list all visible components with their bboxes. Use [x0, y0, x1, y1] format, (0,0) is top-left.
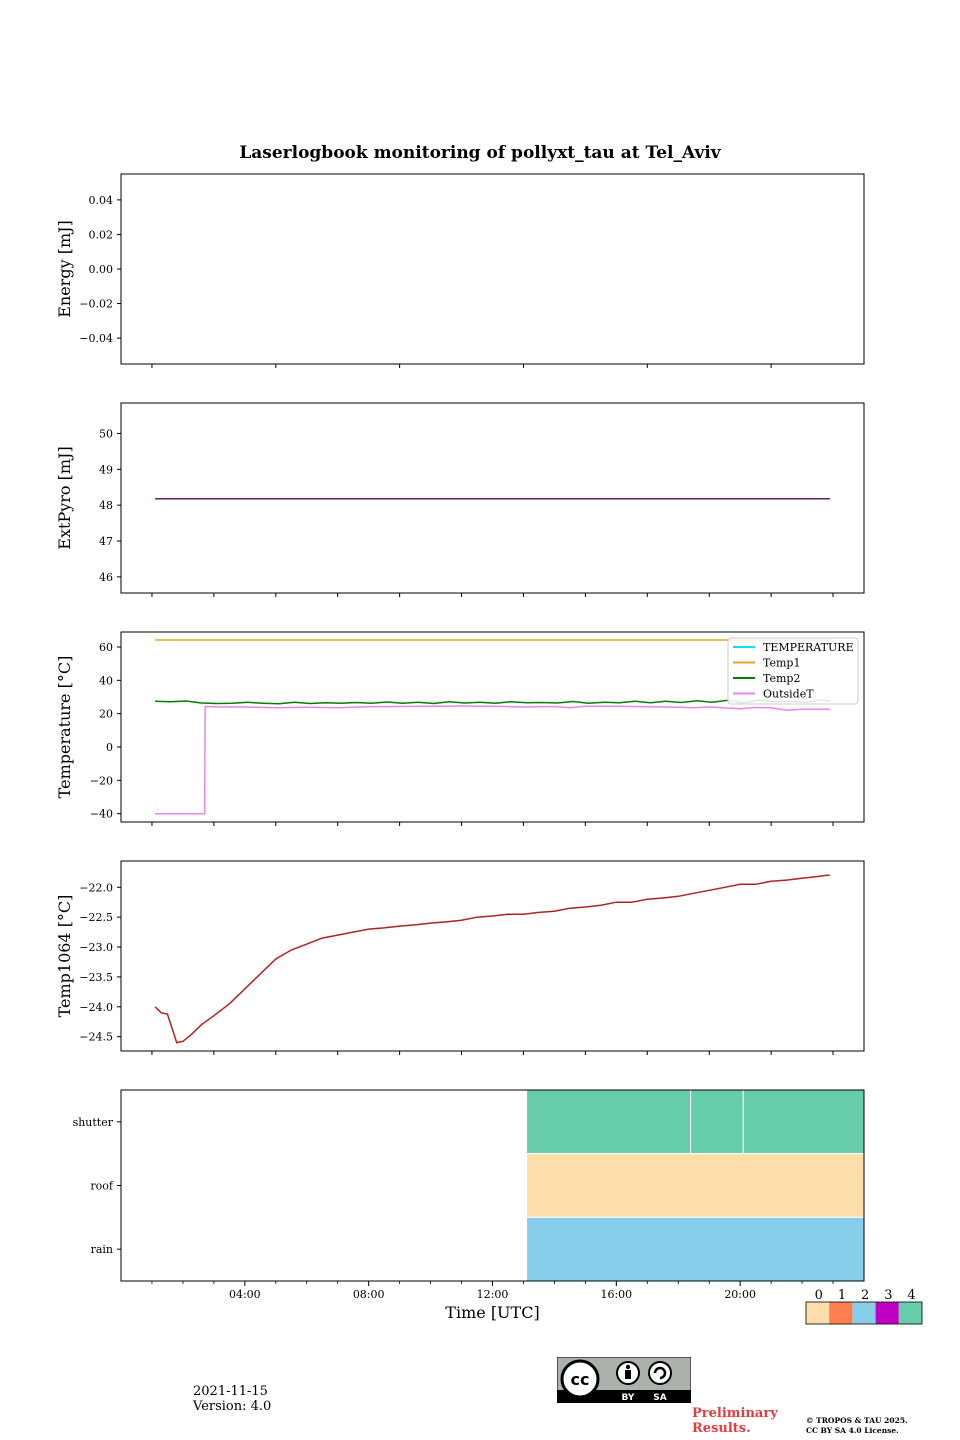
colorbar-swatch-1 — [829, 1302, 853, 1324]
ytick-label: 0.02 — [89, 228, 114, 241]
ytick-label: 0 — [106, 741, 113, 754]
panel-extpyro: 50 49 48 47 46 ExtPyro [mJ] — [55, 402, 865, 597]
status-cell-shutter — [690, 1089, 744, 1155]
axes-frame — [120, 173, 865, 365]
ytick-label: −23.5 — [79, 971, 113, 984]
colorbar-label: 4 — [907, 1288, 915, 1303]
axes-frame — [120, 402, 865, 594]
share-alike-icon — [648, 1361, 672, 1385]
panels: 0.04 0.02 0.00 −0.02 −0.04 Energy [mJ] 50 49 48 4… — [55, 173, 865, 1322]
colorbar-swatch-4 — [898, 1302, 922, 1324]
ytick-label: −0.04 — [79, 332, 113, 345]
date-version-block: 2021-11-15 Version: 4.0 — [193, 1384, 271, 1414]
axes-frame — [120, 631, 865, 823]
ytick-label: 60 — [99, 641, 113, 654]
ytick-label: −24.0 — [79, 1001, 113, 1014]
cc-label: cc — [571, 1370, 590, 1389]
xtick-label: 08:00 — [353, 1288, 385, 1301]
legend: TEMPERATURE Temp1 Temp2 OutsideT — [727, 637, 859, 705]
series-line-temp1064 — [154, 874, 830, 1044]
colorbar-swatch-2 — [852, 1302, 876, 1324]
ytick-label: 48 — [99, 499, 113, 512]
copyright-line-1: © TROPOS & TAU 2025. — [806, 1416, 908, 1425]
ylabel-extpyro: ExtPyro [mJ] — [55, 446, 74, 549]
colorbar-label: 3 — [884, 1288, 892, 1303]
xtick-label: 12:00 — [477, 1288, 509, 1301]
status-cell-rain — [526, 1216, 865, 1282]
ytick-label: 50 — [99, 427, 113, 440]
status-cell-shutter — [742, 1089, 865, 1155]
xtick-label: 20:00 — [724, 1288, 756, 1301]
version-label: Version: 4.0 — [193, 1399, 272, 1414]
copyright-line-2: CC BY SA 4.0 License. — [806, 1426, 899, 1435]
ytick-label: −22.5 — [79, 911, 113, 924]
ytick-label: 47 — [99, 535, 113, 548]
sa-label: SA — [653, 1393, 666, 1403]
row-label-roof: roof — [90, 1180, 114, 1193]
ytick-label: −23.0 — [79, 941, 113, 954]
row-label-shutter: shutter — [73, 1116, 114, 1129]
legend-entry: Temp2 — [763, 672, 800, 685]
ytick-label: −40 — [90, 808, 113, 821]
copyright-block: © TROPOS & TAU 2025. CC BY SA 4.0 Licens… — [806, 1416, 908, 1436]
preliminary-results-label: Preliminary Results. — [692, 1406, 778, 1436]
ytick-label: 0.00 — [89, 263, 114, 276]
series-line-outsidet — [155, 705, 830, 815]
colorbar-swatch-3 — [875, 1302, 899, 1324]
ytick-label: 46 — [99, 571, 113, 584]
axes-frame — [120, 860, 865, 1052]
cc-by-sa-badge: cc BY SA — [557, 1357, 691, 1403]
status-cell-roof — [526, 1153, 865, 1218]
ylabel-temp1064: Temp1064 [°C] — [55, 895, 74, 1018]
colorbar-frame — [805, 1301, 923, 1325]
panel-energy: 0.04 0.02 0.00 −0.02 −0.04 Energy [mJ] — [55, 173, 865, 368]
by-label: BY — [622, 1393, 635, 1403]
axes-frame — [120, 1089, 865, 1282]
ytick-label: 20 — [99, 708, 113, 721]
date-label: 2021-11-15 — [193, 1384, 268, 1399]
colorbar-label: 0 — [815, 1288, 823, 1303]
legend-entry: OutsideT — [763, 688, 814, 701]
preliminary-line-1: Preliminary — [692, 1406, 778, 1421]
ytick-label: −20 — [90, 774, 113, 787]
ytick-label: −22.0 — [79, 881, 113, 894]
colorbar-swatch-0 — [806, 1302, 830, 1324]
preliminary-line-2: Results. — [692, 1421, 751, 1436]
legend-entry: TEMPERATURE — [763, 641, 854, 654]
legend-entry: Temp1 — [763, 657, 800, 670]
ytick-label: −0.02 — [79, 298, 113, 311]
xtick-label: 16:00 — [600, 1288, 632, 1301]
ytick-label: −24.5 — [79, 1031, 113, 1044]
xtick-label: 04:00 — [229, 1288, 261, 1301]
ylabel-energy: Energy [mJ] — [55, 220, 74, 318]
series-line-temp2 — [155, 699, 830, 705]
colorbar-label: 2 — [861, 1288, 869, 1303]
ylabel-temperature: Temperature [°C] — [55, 656, 74, 799]
panel-temp1064: −22.0 −22.5 −23.0 −23.5 −24.0 −24.5 Temp1064 [… — [55, 860, 865, 1055]
ytick-label: 0.04 — [89, 194, 114, 207]
panel-temperature: 60 40 20 0 −20 −40 Temperature [°C] TEMPERATURE… — [55, 631, 865, 826]
figure-title: Laserlogbook monitoring of pollyxt_tau a… — [239, 143, 721, 163]
row-label-rain: rain — [91, 1243, 113, 1256]
colorbar-label: 1 — [838, 1288, 846, 1303]
ytick-label: 40 — [99, 674, 113, 687]
ytick-label: 49 — [99, 463, 113, 476]
status-cell-shutter — [526, 1089, 692, 1155]
panel-status: shutter roof rain 04:00 08:00 12:00 16:00 20:00… — [73, 1089, 865, 1322]
xlabel: Time [UTC] — [445, 1303, 539, 1322]
cc-icon — [560, 1359, 600, 1399]
